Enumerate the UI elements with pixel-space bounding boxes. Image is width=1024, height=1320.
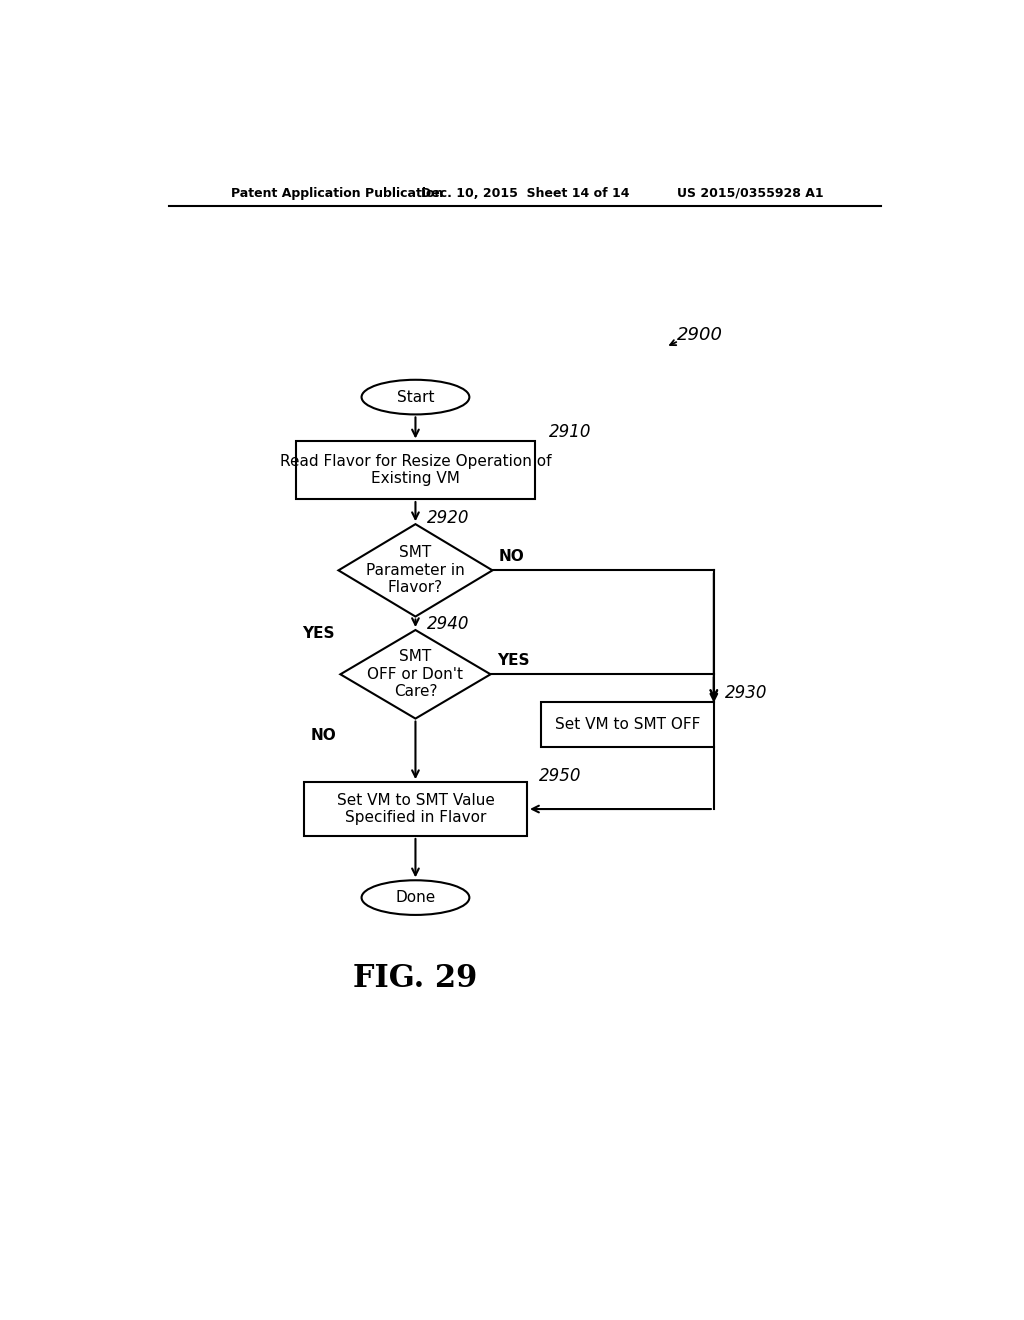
Text: 2910: 2910 [549,424,591,441]
Text: Done: Done [395,890,435,906]
Text: YES: YES [302,626,335,640]
Text: NO: NO [311,727,337,743]
Text: Start: Start [396,389,434,405]
Text: 2920: 2920 [427,510,470,527]
Text: SMT
Parameter in
Flavor?: SMT Parameter in Flavor? [367,545,465,595]
Text: 2930: 2930 [725,684,768,702]
Text: YES: YES [497,653,529,668]
Text: 2900: 2900 [677,326,723,345]
Text: 2940: 2940 [427,615,470,632]
Text: Read Flavor for Resize Operation of
Existing VM: Read Flavor for Resize Operation of Exis… [280,454,551,487]
Text: US 2015/0355928 A1: US 2015/0355928 A1 [677,186,823,199]
Text: 2950: 2950 [539,767,582,785]
Text: Patent Application Publication: Patent Application Publication [230,186,443,199]
Text: FIG. 29: FIG. 29 [353,964,477,994]
Text: Set VM to SMT OFF: Set VM to SMT OFF [555,717,699,731]
Text: SMT
OFF or Don't
Care?: SMT OFF or Don't Care? [368,649,464,700]
Text: NO: NO [499,549,524,564]
Text: Set VM to SMT Value
Specified in Flavor: Set VM to SMT Value Specified in Flavor [337,793,495,825]
Text: Dec. 10, 2015  Sheet 14 of 14: Dec. 10, 2015 Sheet 14 of 14 [421,186,629,199]
